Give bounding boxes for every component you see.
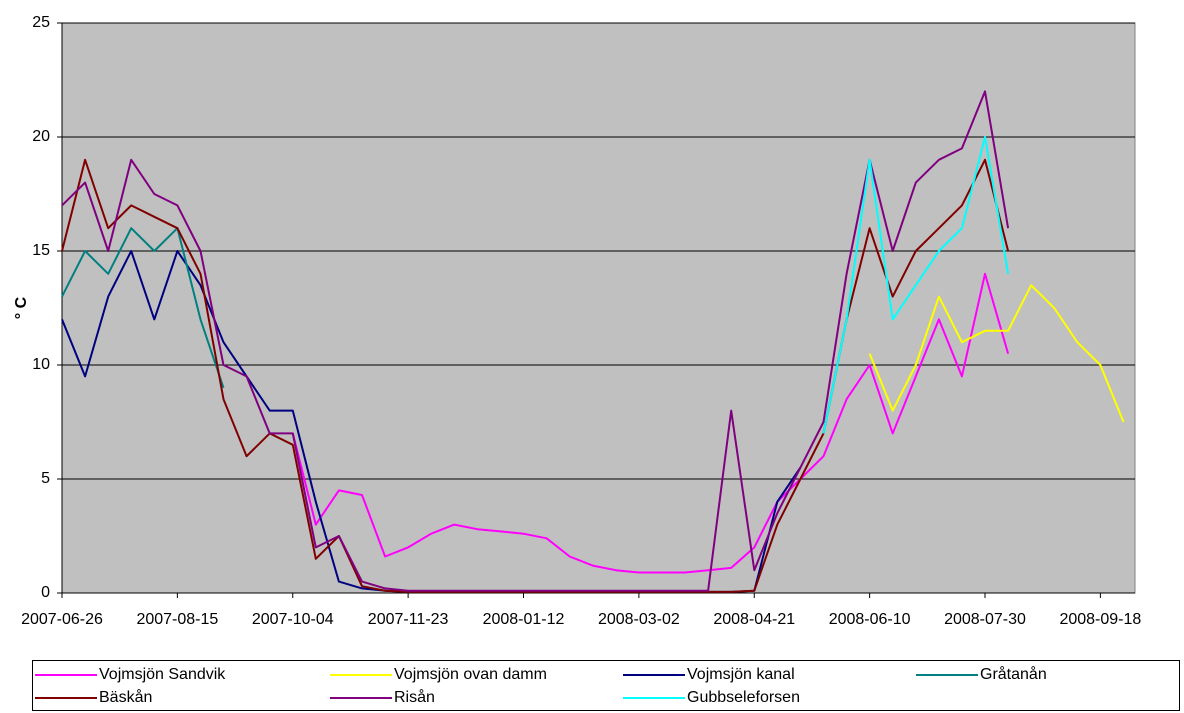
x-tick-label: 2007-10-04 bbox=[252, 611, 334, 628]
series-line bbox=[868, 284, 1125, 423]
series-line bbox=[61, 90, 1010, 592]
legend-item: Vojmsjön Sandvik bbox=[35, 663, 330, 686]
y-tick-label: 20 bbox=[32, 128, 50, 145]
x-tick-label: 2008-03-02 bbox=[598, 611, 680, 628]
y-tick-label: 5 bbox=[41, 470, 50, 487]
legend-label: Vojmsjön ovan damm bbox=[394, 665, 547, 683]
legend-item: Gråtanån bbox=[916, 663, 1181, 686]
legend-swatch bbox=[35, 696, 97, 699]
x-tick-label: 2008-06-10 bbox=[829, 611, 911, 628]
x-tick-label: 2008-07-30 bbox=[944, 611, 1026, 628]
legend-item: Vojmsjön kanal bbox=[623, 663, 916, 686]
legend-label: Vojmsjön Sandvik bbox=[99, 665, 226, 683]
y-tick-label: 0 bbox=[41, 584, 50, 601]
legend-swatch bbox=[623, 673, 685, 676]
legend-item: Vojmsjön ovan damm bbox=[330, 663, 623, 686]
x-tick-label: 2007-08-15 bbox=[136, 611, 218, 628]
legend-label: Gubbseleforsen bbox=[687, 688, 800, 706]
y-tick-label: 25 bbox=[32, 14, 50, 31]
series-line bbox=[291, 272, 1010, 574]
x-tick-label: 2008-01-12 bbox=[483, 611, 565, 628]
legend-label: Gråtanån bbox=[980, 665, 1047, 683]
series-line bbox=[61, 158, 1010, 593]
x-tick-label: 2007-11-23 bbox=[368, 611, 449, 628]
y-tick-label: 10 bbox=[32, 356, 50, 373]
series-line bbox=[61, 227, 225, 389]
series-line bbox=[822, 136, 1010, 434]
legend-swatch bbox=[916, 673, 978, 676]
legend-swatch bbox=[330, 673, 392, 676]
legend: Vojmsjön Sandvik Vojmsjön ovan damm Vojmsj… bbox=[32, 660, 1180, 711]
legend-item: Risån bbox=[330, 686, 623, 709]
chart: ° C 0 5 10 15 20 25 2007-06-26 2007-08-15 2007-1… bbox=[13, 14, 1141, 628]
legend-item: Gubbseleforsen bbox=[623, 686, 916, 709]
legend-label: Bäskån bbox=[99, 688, 153, 706]
legend-item: Bäskån bbox=[35, 686, 330, 709]
x-tick-label: 2008-04-21 bbox=[713, 611, 795, 628]
y-tick-label: 15 bbox=[32, 242, 50, 259]
x-tick-label: 2008-09-18 bbox=[1059, 611, 1141, 628]
y-axis-label: ° C bbox=[13, 296, 30, 319]
legend-swatch bbox=[330, 696, 392, 699]
legend-label: Risån bbox=[394, 688, 435, 706]
x-tick-label: 2007-06-26 bbox=[21, 611, 103, 628]
legend-label: Vojmsjön kanal bbox=[687, 665, 795, 683]
legend-swatch bbox=[35, 673, 97, 676]
plot-area bbox=[61, 22, 1136, 594]
legend-swatch bbox=[623, 696, 685, 699]
